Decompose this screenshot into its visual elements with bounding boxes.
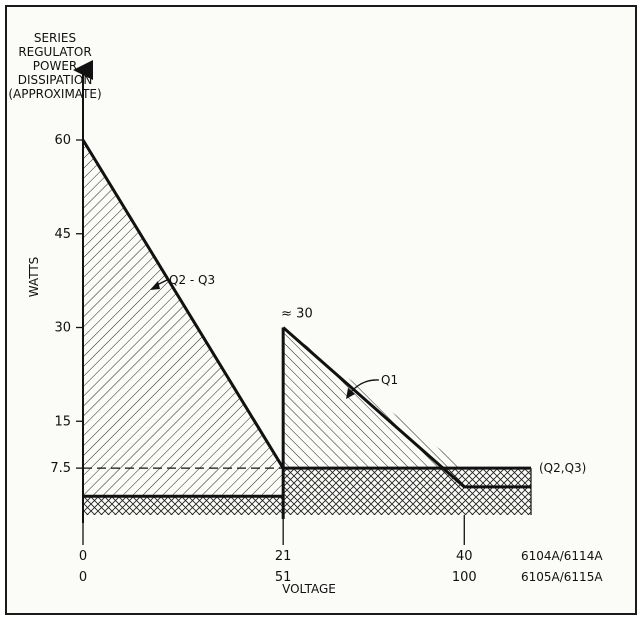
y-tick-label: 30 (54, 321, 71, 336)
y-axis-label: WATTS (27, 257, 41, 298)
annotation-q1: Q1 (381, 373, 398, 387)
series-q2-q3-line (81, 139, 285, 469)
model-label: 6104A/6114A (521, 549, 603, 563)
x-tick-label: 100 (452, 570, 477, 585)
x-tick-label: 40 (456, 549, 473, 564)
series-q1-line (282, 326, 531, 489)
y-tick-label: 7.5 (50, 461, 71, 476)
q2-q3-area (83, 140, 284, 497)
y-tick-label: 60 (54, 133, 71, 148)
x-tick-label: 0 (79, 570, 87, 585)
annotation-approx-30: ≈ 30 (281, 307, 313, 322)
title-line: REGULATOR (18, 45, 91, 59)
title-line: POWER (33, 59, 77, 73)
power-dissipation-chart: SERIES REGULATOR POWER DISSIPATION (APPR… (8, 31, 603, 596)
crosshatch-band-right (283, 468, 531, 515)
x-axis-label: VOLTAGE (282, 582, 336, 596)
arrowhead-q2-q3 (150, 281, 160, 290)
q1-area (283, 327, 465, 469)
y-tick-label: 15 (54, 414, 71, 429)
x-tick-label: 0 (79, 549, 87, 564)
annotation-q2-q3: Q2 - Q3 (169, 273, 215, 287)
arrowhead-q1 (346, 388, 355, 399)
title-line: (APPROXIMATE) (8, 87, 101, 101)
x-tick-label: 21 (275, 549, 292, 564)
title-line: DISSIPATION (18, 73, 93, 87)
chart-title: SERIES REGULATOR POWER DISSIPATION (APPR… (8, 31, 101, 101)
x-tick-label: 51 (275, 570, 292, 585)
title-line: SERIES (34, 31, 76, 45)
crosshatch-band-left (83, 496, 284, 515)
model-label: 6105A/6115A (521, 570, 603, 584)
annotation-q2-q3-base: (Q2,Q3) (539, 461, 586, 475)
leader-q1 (349, 379, 380, 394)
y-tick-label: 45 (54, 227, 71, 242)
chart-frame: SERIES REGULATOR POWER DISSIPATION (APPR… (5, 5, 637, 615)
